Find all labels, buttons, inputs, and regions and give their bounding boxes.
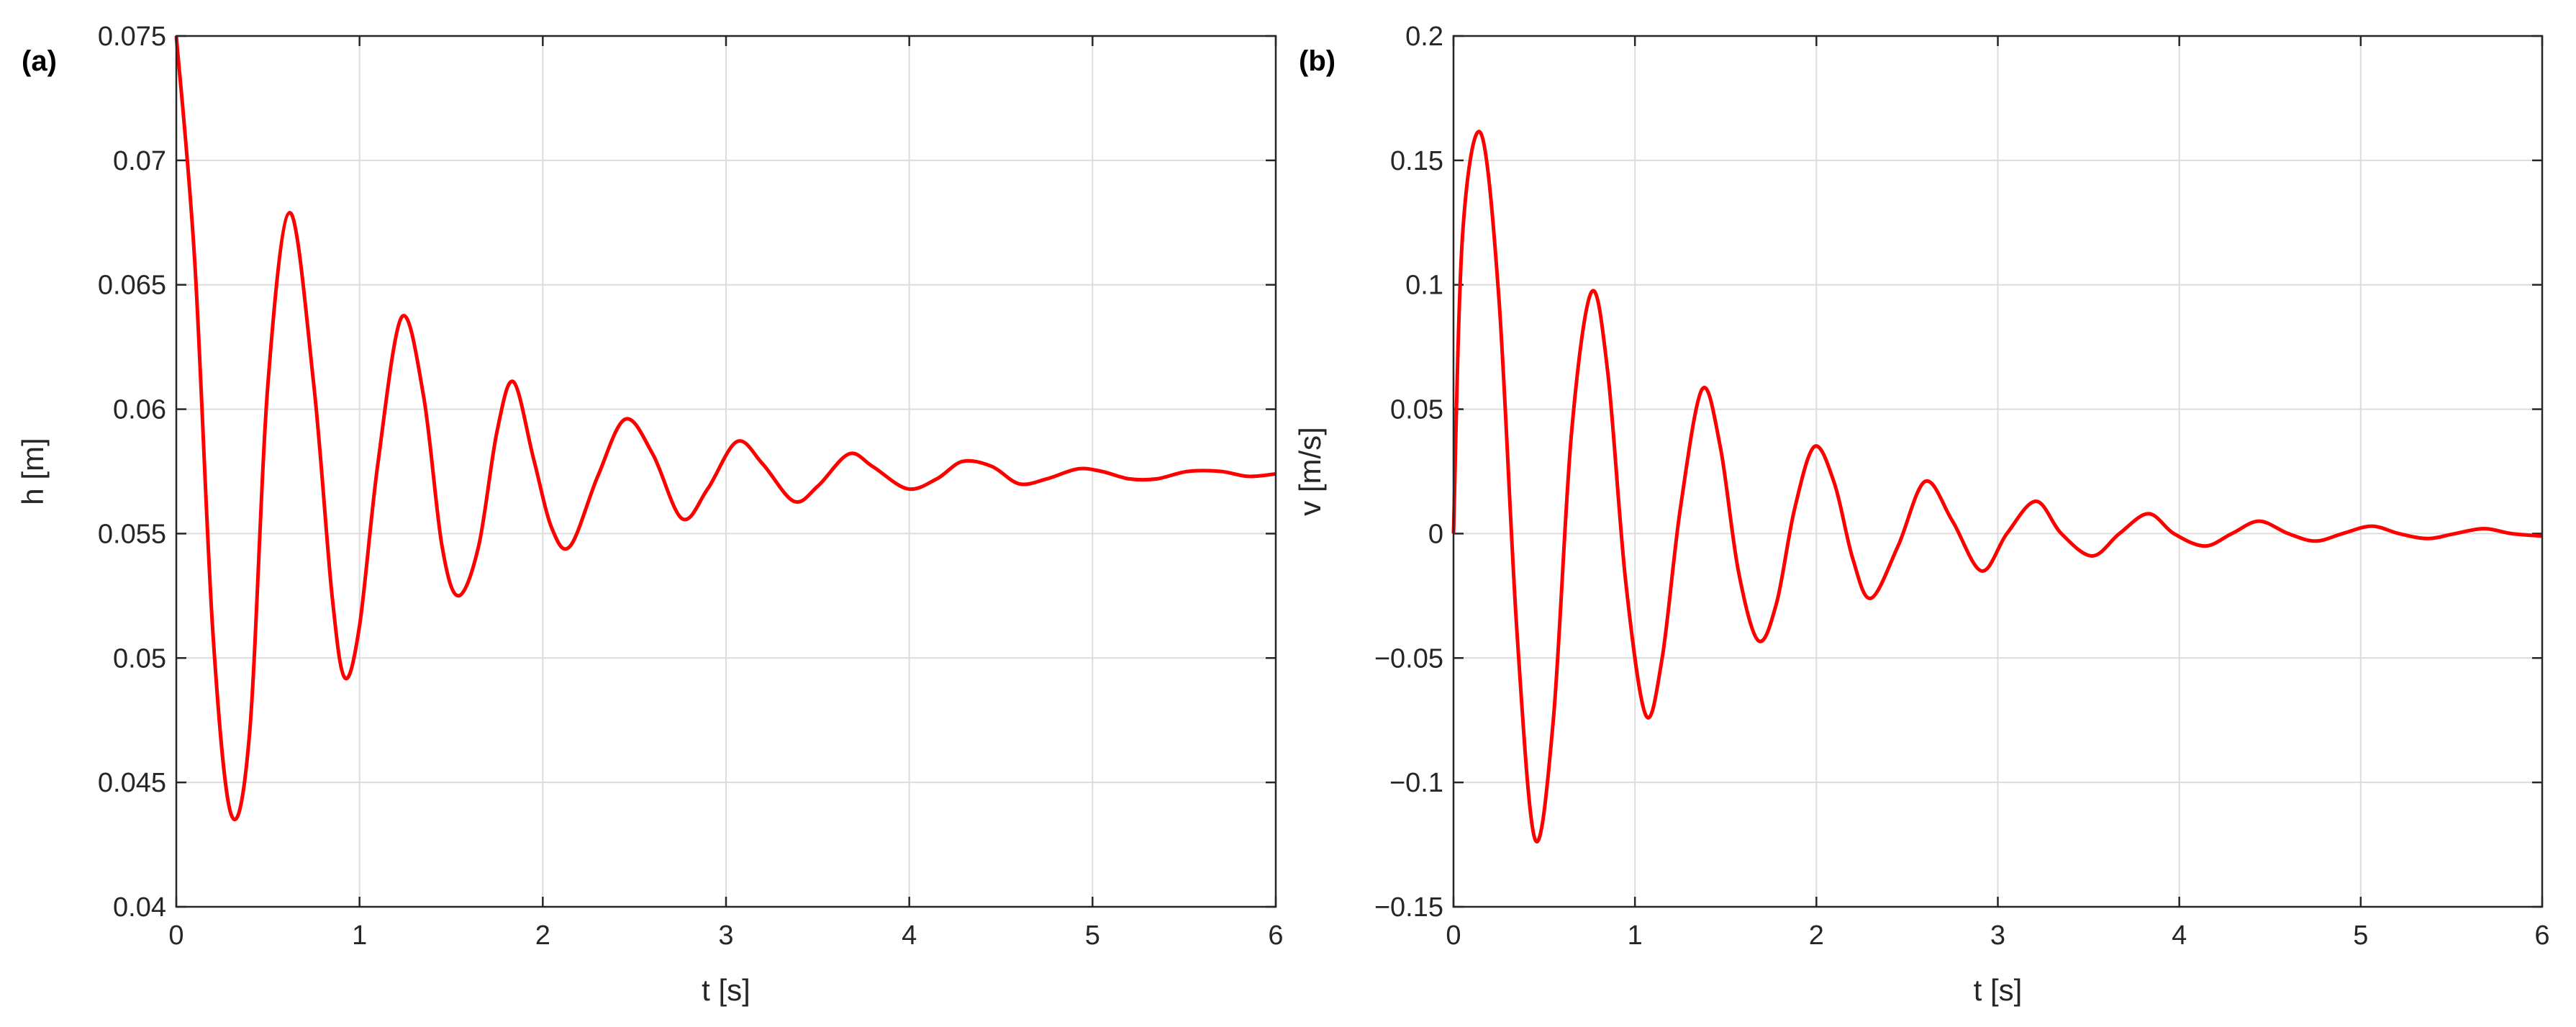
panel-label: (a) <box>22 45 57 77</box>
y-tick-label: 0.05 <box>1390 395 1443 425</box>
y-tick-label: −0.15 <box>1374 892 1443 923</box>
x-tick-label: 4 <box>902 920 917 951</box>
x-tick-label: 0 <box>1446 920 1461 951</box>
y-tick-label: 0.1 <box>1405 271 1443 301</box>
x-axis-label: t [s] <box>702 973 750 1007</box>
y-tick-label: 0.06 <box>113 395 166 425</box>
y-tick-label: 0.065 <box>98 271 166 301</box>
chart-panel-a: 0.04 0.045 0.05 0.055 0.06 0.065 0.07 0.075 0 1 2… <box>16 22 1284 1007</box>
x-tick-label: 2 <box>535 920 550 951</box>
x-axis-label: t [s] <box>1974 973 2023 1007</box>
grid-lines <box>176 35 1276 908</box>
x-tick-label: 1 <box>352 920 367 951</box>
y-axis-label: v [m/s] <box>1293 427 1327 516</box>
y-tick-labels: −0.15 −0.1 −0.05 0 0.05 0.1 0.15 0.2 <box>1374 22 1443 923</box>
x-tick-labels: 0 1 2 3 4 5 6 <box>1446 920 2549 951</box>
x-tick-label: 2 <box>1809 920 1824 951</box>
y-tick-label: −0.1 <box>1389 768 1443 798</box>
y-tick-labels: 0.04 0.045 0.05 0.055 0.06 0.065 0.07 0.075 <box>98 22 166 923</box>
series-line-h <box>174 35 1276 821</box>
y-tick-label: 0.055 <box>98 519 166 549</box>
series-line-v <box>1451 130 2543 843</box>
y-tick-label: −0.05 <box>1374 643 1443 674</box>
y-tick-label: 0.075 <box>98 22 166 52</box>
x-tick-label: 6 <box>1268 920 1283 951</box>
plot-frame <box>1452 35 2544 908</box>
x-tick-label: 5 <box>2353 920 2368 951</box>
y-axis-label: h [m] <box>16 438 50 505</box>
chart-panel-b: −0.15 −0.1 −0.05 0 0.05 0.1 0.15 0.2 0 1 2 3 4 5 6 (b… <box>1293 22 2550 1007</box>
y-tick-label: 0.045 <box>98 768 166 798</box>
panel-label: (b) <box>1299 45 1335 77</box>
x-tick-labels: 0 1 2 3 4 5 6 <box>168 920 1283 951</box>
y-tick-label: 0.04 <box>113 892 166 923</box>
plot-frame <box>175 35 1277 908</box>
x-tick-label: 4 <box>2172 920 2187 951</box>
y-tick-label: 0.2 <box>1405 22 1443 52</box>
x-tick-label: 5 <box>1085 920 1100 951</box>
x-tick-label: 1 <box>1628 920 1643 951</box>
x-tick-label: 3 <box>718 920 733 951</box>
y-tick-label: 0.05 <box>113 643 166 674</box>
y-tick-label: 0.15 <box>1390 146 1443 176</box>
y-tick-label: 0.07 <box>113 146 166 176</box>
x-tick-label: 0 <box>168 920 183 951</box>
x-tick-label: 6 <box>2534 920 2549 951</box>
x-tick-label: 3 <box>1990 920 2005 951</box>
y-tick-label: 0 <box>1428 519 1443 549</box>
